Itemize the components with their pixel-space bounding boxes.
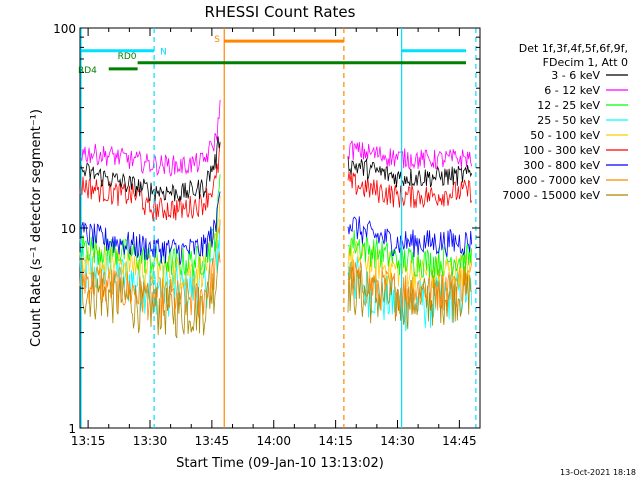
legend-entry-label: 25 - 50 keV bbox=[537, 114, 600, 127]
y-tick-label: 1 bbox=[68, 422, 76, 436]
vertical-markers bbox=[80, 28, 477, 428]
series-line-post bbox=[347, 216, 473, 258]
flag-label: RD4 bbox=[78, 66, 97, 76]
y-axis-title: Count Rate (s⁻¹ detector segment⁻¹) bbox=[29, 109, 44, 347]
legend-header: FDecim 1, Att 0 bbox=[543, 56, 628, 69]
x-tick-label: 14:15 bbox=[318, 434, 353, 448]
series-1 bbox=[79, 99, 473, 177]
series-line-pre bbox=[79, 99, 221, 177]
legend-entry-label: 100 - 300 keV bbox=[523, 144, 600, 157]
x-tick-label: 13:45 bbox=[195, 434, 230, 448]
legend-entry-label: 300 - 800 keV bbox=[523, 159, 600, 172]
legend-entry-label: 3 - 6 keV bbox=[551, 69, 600, 82]
x-tick-label: 14:00 bbox=[256, 434, 291, 448]
series-line-pre bbox=[79, 219, 221, 317]
series-line-pre bbox=[79, 142, 221, 222]
series-line-pre bbox=[79, 191, 221, 266]
axes: 13:15 13:30 13:45 14:00 14:15 14:30 14:45 1 10 10… bbox=[53, 22, 481, 448]
x-axis-title: Start Time (09-Jan-10 13:13:02) bbox=[176, 456, 384, 471]
x-tick-label: 13:30 bbox=[133, 434, 168, 448]
series-line-post bbox=[347, 140, 473, 171]
series-5 bbox=[79, 142, 473, 222]
flag-label: S bbox=[214, 35, 220, 45]
series-4 bbox=[79, 194, 473, 291]
series-line-post bbox=[347, 156, 473, 188]
legend: Det 1f,3f,4f,5f,6f,9f,FDecim 1, Att 03 -… bbox=[502, 42, 628, 202]
series-line-post bbox=[347, 259, 473, 317]
legend-entry-label: 50 - 100 keV bbox=[530, 129, 600, 142]
series-layer bbox=[79, 99, 473, 339]
y-tick-label: 100 bbox=[53, 22, 76, 36]
legend-entry-label: 7000 - 15000 keV bbox=[502, 189, 600, 202]
series-6 bbox=[79, 191, 473, 266]
series-7 bbox=[79, 219, 473, 323]
legend-entry-label: 6 - 12 keV bbox=[544, 84, 600, 97]
legend-entry-label: 12 - 25 keV bbox=[537, 99, 600, 112]
plot-frame bbox=[79, 27, 481, 429]
x-tick-label: 14:45 bbox=[442, 434, 477, 448]
series-0 bbox=[79, 136, 473, 203]
series-line-pre bbox=[79, 174, 221, 277]
series-line-post bbox=[347, 172, 473, 209]
x-tick-label: 14:30 bbox=[380, 434, 415, 448]
series-line-pre bbox=[79, 219, 221, 323]
y-tick-label: 10 bbox=[61, 222, 76, 236]
legend-header: Det 1f,3f,4f,5f,6f,9f, bbox=[519, 42, 628, 55]
x-tick-label: 13:15 bbox=[71, 434, 106, 448]
series-2 bbox=[79, 174, 473, 278]
legend-entry-label: 800 - 7000 keV bbox=[516, 174, 600, 187]
flag-label: N bbox=[160, 48, 167, 58]
series-line-post bbox=[347, 229, 473, 278]
flag-label: RD0 bbox=[118, 52, 137, 62]
footer-timestamp: 13-Oct-2021 18:18 bbox=[560, 468, 636, 477]
flag-bars: N S RD0 RD4 bbox=[78, 35, 466, 76]
chart-title: RHESSI Count Rates bbox=[205, 3, 356, 21]
series-line-pre bbox=[79, 136, 221, 203]
